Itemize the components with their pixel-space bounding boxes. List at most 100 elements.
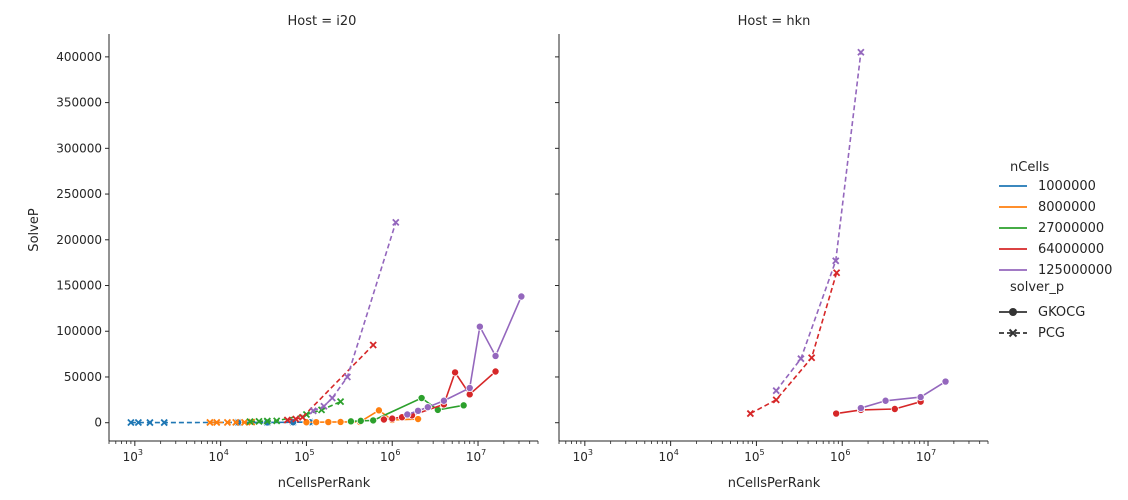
data-point-circle-marker xyxy=(916,393,925,402)
data-point-circle-marker xyxy=(403,410,412,419)
legend-label: 1000000 xyxy=(1038,179,1096,194)
data-point-x-marker xyxy=(292,415,300,423)
data-point-x-marker xyxy=(213,418,221,427)
data-point-circle-marker xyxy=(459,401,468,410)
facet-title: Host = hkn xyxy=(738,14,811,29)
data-point-x-marker xyxy=(283,416,292,424)
series-line-pcg-125000000 xyxy=(775,52,862,392)
data-point-x-marker xyxy=(127,418,135,427)
legend-label: 8000000 xyxy=(1038,200,1096,215)
data-point-circle-marker xyxy=(346,417,355,426)
data-point-x-marker xyxy=(797,355,805,363)
x-tick-label: 104 xyxy=(658,448,678,464)
y-tick-label: 400000 xyxy=(56,50,102,64)
facet-panel-hkn: Host = hkn 103 104 105 106 107 nCellsPerRank xyxy=(555,14,989,491)
data-point-x-marker xyxy=(223,418,232,427)
data-point-x-marker xyxy=(328,394,336,402)
data-point-circle-marker xyxy=(475,322,484,331)
series-line-pcg-64000000 xyxy=(749,272,838,415)
legend-label: GKOCG xyxy=(1038,305,1085,320)
data-point-circle-marker xyxy=(856,404,865,413)
x-tick-label: 103 xyxy=(123,448,143,464)
data-point-circle-marker xyxy=(465,383,474,392)
x-tick-label: 105 xyxy=(744,448,764,464)
legend-label: 64000000 xyxy=(1038,242,1104,257)
data-point-circle-marker xyxy=(423,403,432,412)
data-point-x-marker xyxy=(808,354,816,362)
y-tick-label: 100000 xyxy=(56,324,102,338)
data-point-circle-marker xyxy=(369,416,378,425)
x-axis-label: nCellsPerRank xyxy=(728,476,821,491)
x-tick-label: 107 xyxy=(466,448,486,464)
data-point-circle-marker xyxy=(890,404,899,413)
data-point-circle-marker xyxy=(439,396,448,405)
data-point-circle-marker xyxy=(336,417,345,426)
data-point-x-marker xyxy=(309,407,317,415)
x-tick-label: 103 xyxy=(573,448,593,464)
data-point-circle-marker xyxy=(451,368,460,377)
data-point-x-marker xyxy=(772,396,780,404)
data-point-circle-marker xyxy=(379,415,388,424)
legend-circle-marker xyxy=(1009,308,1017,316)
legend-item-1000000: 1000000 xyxy=(999,179,1096,194)
data-point-circle-marker xyxy=(324,418,333,427)
data-point-circle-marker xyxy=(414,415,423,424)
legend-label: 125000000 xyxy=(1038,263,1112,278)
data-point-circle-marker xyxy=(941,377,950,386)
data-point-x-marker xyxy=(240,418,249,426)
legend-x-marker xyxy=(1008,328,1018,338)
data-point-circle-marker xyxy=(832,409,841,418)
data-point-circle-marker xyxy=(374,406,383,415)
data-point-circle-marker xyxy=(517,292,526,301)
data-point-x-marker xyxy=(206,418,214,427)
legend-item-gkocg: GKOCG xyxy=(999,305,1085,320)
data-point-x-marker xyxy=(392,218,400,227)
legend-item-64000000: 64000000 xyxy=(999,242,1104,257)
legend-hue-title: nCells xyxy=(1010,160,1050,175)
data-point-x-marker xyxy=(246,417,254,426)
data-point-x-marker xyxy=(336,398,345,406)
series-line-pcg-125000000 xyxy=(312,222,397,412)
legend-item-125000000: 125000000 xyxy=(999,263,1112,278)
data-point-x-marker xyxy=(298,413,307,421)
y-axis-label: SolveP xyxy=(27,208,42,252)
data-point-x-marker xyxy=(273,417,281,425)
data-point-x-marker xyxy=(369,341,377,349)
legend: nCells 1000000 8000000 27000000 64000000 125… xyxy=(999,160,1112,341)
x-tick-label: 106 xyxy=(830,448,850,464)
legend-style-title: solver_p xyxy=(1010,280,1064,295)
y-tick-label: 150000 xyxy=(56,279,102,293)
data-point-x-marker xyxy=(832,269,841,277)
data-point-x-marker xyxy=(832,257,840,265)
series-line-gkocg-64000000 xyxy=(836,400,921,415)
data-point-x-marker xyxy=(255,417,263,425)
facet-panel-i20: Host = i20 0 50000 100000 150000 200000 25000… xyxy=(27,14,539,491)
legend-item-27000000: 27000000 xyxy=(999,221,1104,236)
legend-item-8000000: 8000000 xyxy=(999,200,1096,215)
data-point-x-marker xyxy=(232,418,240,426)
data-point-circle-marker xyxy=(312,418,321,427)
data-point-x-marker xyxy=(160,418,168,427)
data-point-circle-marker xyxy=(356,416,365,425)
data-point-circle-marker xyxy=(417,394,426,403)
facet-title: Host = i20 xyxy=(288,14,357,29)
series-line-pcg-64000000 xyxy=(287,344,374,421)
data-point-x-marker xyxy=(134,418,143,427)
data-point-circle-marker xyxy=(491,367,500,376)
y-tick-label: 300000 xyxy=(56,141,102,155)
x-tick-label: 107 xyxy=(916,448,936,464)
series-line-gkocg-125000000 xyxy=(860,380,946,409)
data-point-circle-marker xyxy=(491,351,500,360)
legend-label: PCG xyxy=(1038,326,1065,341)
data-point-x-marker xyxy=(857,48,865,56)
data-point-x-marker xyxy=(772,387,780,395)
legend-label: 27000000 xyxy=(1038,221,1104,236)
data-point-x-marker xyxy=(343,373,352,381)
x-tick-label: 106 xyxy=(380,448,400,464)
x-axis-label: nCellsPerRank xyxy=(278,476,371,491)
data-point-circle-marker xyxy=(414,406,423,415)
y-tick-label: 0 xyxy=(94,416,102,430)
y-tick-label: 50000 xyxy=(64,370,102,384)
x-tick-label: 105 xyxy=(294,448,314,464)
